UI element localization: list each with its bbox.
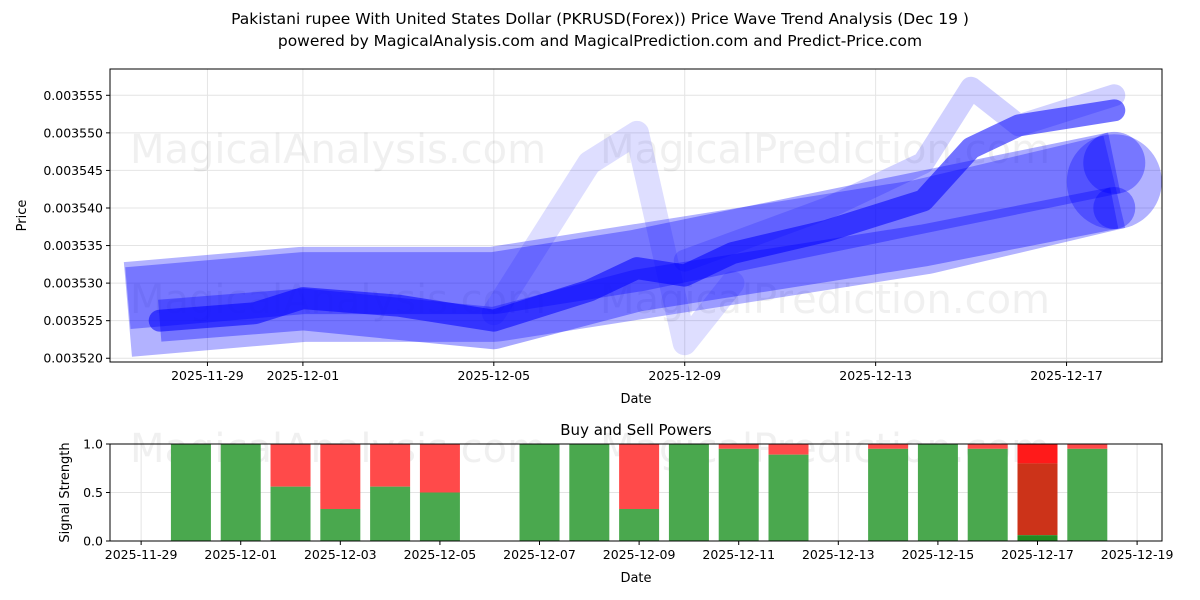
series-end-cap [1066,134,1162,230]
bar-y-axis-label: Signal Strength [58,442,73,542]
buy-bar [569,444,610,541]
bar-x-axis-label: Date [620,571,651,586]
bar-plot-frame [109,443,1163,542]
y-tick-label: 0.003525 [43,313,103,328]
plot-frame [109,68,1163,363]
series-end-cap [1093,186,1136,229]
sell-bar [718,444,759,449]
buy-bar [320,508,361,541]
x-tick-label: 2025-12-19 [1101,547,1174,562]
sell-bar [370,444,411,487]
x-tick-label: 2025-12-05 [457,368,530,383]
buy-bar [270,486,311,541]
x-tick-label: 2025-12-13 [839,368,912,383]
buy-bar [668,444,709,541]
x-tick-label: 2025-11-29 [105,547,178,562]
y-tick-label: 0.003545 [43,163,103,178]
y-tick-label: 0.003540 [43,200,103,215]
series-wave-band-wide [123,135,1126,357]
x-axis-label: Date [620,392,651,407]
series-wave-center [148,99,1126,332]
y-tick-label: 0.5 [83,485,103,500]
x-tick-label: 2025-11-29 [171,368,244,383]
y-tick-label: 0.003520 [43,351,103,366]
mixed-bar [1017,463,1058,536]
x-tick-label: 2025-12-11 [702,547,775,562]
buy-bar [917,444,958,541]
x-tick-label: 2025-12-09 [648,368,721,383]
sell-bar [320,444,361,509]
y-tick-label: 0.003535 [43,238,103,253]
sell-bar [1017,444,1058,464]
chart-title: Pakistani rupee With United States Dolla… [231,10,969,28]
x-tick-label: 2025-12-07 [503,547,576,562]
series-wave-spike [481,120,745,356]
y-tick-label: 1.0 [83,437,103,452]
watermark: MagicalAnalysis.com [130,127,546,173]
sell-bar [967,444,1008,449]
buy-bar [967,448,1008,541]
buy-bar [619,508,660,541]
x-tick-label: 2025-12-03 [304,547,377,562]
y-tick-label: 0.003530 [43,276,103,291]
x-tick-label: 2025-12-15 [902,547,975,562]
y-tick-label: 0.003555 [43,88,103,103]
y-tick-label: 0.0 [83,534,103,549]
buy-bar [519,444,560,541]
x-tick-label: 2025-12-17 [1001,547,1074,562]
sell-bar [768,444,809,455]
x-tick-label: 2025-12-01 [204,547,277,562]
buy-bar [1067,448,1108,541]
sell-bar [1067,444,1108,449]
sell-bar [419,444,460,493]
buy-bar [220,444,261,541]
x-tick-label: 2025-12-01 [267,368,340,383]
series-end-cap [1083,131,1146,194]
buy-bar [419,492,460,541]
buy-bar [868,448,909,541]
buy-bar [370,486,411,541]
sell-bar [868,444,909,449]
buy-bar [1017,535,1058,541]
chart-subtitle: powered by MagicalAnalysis.com and Magic… [277,32,923,50]
y-axis-label: Price [15,200,30,232]
x-tick-label: 2025-12-05 [404,547,477,562]
buy-bar [170,444,211,541]
bar-chart-title: Buy and Sell Powers [560,421,712,439]
sell-bar [619,444,660,509]
x-tick-label: 2025-12-13 [802,547,875,562]
y-tick-label: 0.003550 [43,125,103,140]
buy-bar [718,448,759,541]
x-tick-label: 2025-12-17 [1030,368,1103,383]
x-tick-label: 2025-12-09 [603,547,676,562]
buy-bar [768,454,809,541]
sell-bar [270,444,311,487]
